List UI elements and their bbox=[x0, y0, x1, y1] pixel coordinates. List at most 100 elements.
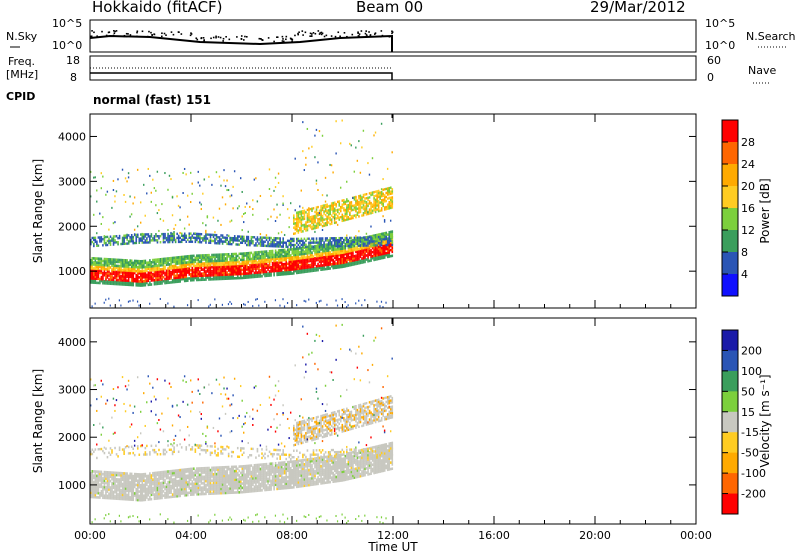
power-cell bbox=[121, 277, 124, 280]
velocity-cell bbox=[159, 483, 162, 487]
velocity-cell bbox=[135, 498, 138, 502]
power-cell bbox=[391, 232, 394, 235]
nsearch-point bbox=[360, 30, 363, 32]
power-cell bbox=[377, 193, 380, 197]
velocity-cell bbox=[179, 492, 181, 496]
velocity-cell bbox=[124, 476, 127, 480]
power-cell bbox=[341, 119, 343, 122]
power-cell bbox=[383, 219, 386, 222]
power-cell bbox=[235, 239, 238, 242]
velocity-cell bbox=[150, 484, 153, 488]
power-cell bbox=[150, 191, 152, 194]
power-cell bbox=[283, 241, 286, 244]
power-cell bbox=[341, 255, 344, 259]
velocity-cell bbox=[133, 472, 136, 476]
power-cell bbox=[197, 270, 200, 274]
velocity-cell bbox=[100, 395, 103, 398]
velocity-cell bbox=[136, 498, 139, 502]
velocity-cell bbox=[124, 472, 127, 475]
velocity-cell bbox=[94, 487, 97, 490]
power-cell bbox=[317, 213, 319, 217]
power-cell bbox=[380, 248, 383, 252]
power-cell bbox=[391, 192, 394, 195]
power-cell bbox=[341, 199, 344, 202]
power-cell bbox=[349, 211, 351, 214]
power-cell bbox=[302, 241, 304, 245]
power-cell bbox=[155, 258, 157, 262]
nsearch-point bbox=[96, 35, 98, 38]
power-cell bbox=[170, 234, 172, 238]
power-cell bbox=[289, 266, 292, 269]
power-cell bbox=[300, 248, 303, 252]
power-cell bbox=[149, 239, 151, 242]
power-cell bbox=[368, 249, 371, 253]
velocity-cell bbox=[189, 489, 192, 492]
power-cell bbox=[370, 225, 372, 228]
power-cell bbox=[227, 275, 230, 278]
nsearch-point bbox=[203, 40, 205, 42]
power-cell bbox=[258, 242, 260, 245]
power-cell bbox=[362, 213, 365, 217]
power-cell bbox=[170, 236, 172, 240]
power-cell bbox=[306, 268, 309, 271]
velocity-cell bbox=[191, 390, 193, 393]
power-cell bbox=[306, 256, 309, 259]
power-cell bbox=[162, 265, 165, 269]
velocity-cell bbox=[167, 474, 169, 478]
power-cell bbox=[323, 255, 325, 259]
power-cell bbox=[306, 254, 309, 257]
velocity-cell bbox=[109, 490, 112, 494]
power-cell bbox=[364, 238, 366, 241]
power-cell bbox=[221, 236, 224, 239]
power-cell bbox=[177, 276, 180, 279]
velocity-cell bbox=[106, 477, 109, 481]
power-cell bbox=[376, 300, 378, 303]
power-cell bbox=[379, 235, 381, 239]
power-cell bbox=[317, 205, 319, 209]
velocity-cell bbox=[146, 489, 148, 493]
power-cell bbox=[155, 270, 157, 274]
power-cell bbox=[258, 250, 260, 254]
nsearch-point bbox=[147, 35, 149, 38]
power-cell bbox=[370, 193, 372, 197]
power-cell bbox=[97, 263, 100, 267]
velocity-cell bbox=[120, 482, 122, 486]
power-cell bbox=[288, 254, 291, 257]
power-cell bbox=[161, 276, 163, 279]
velocity-cell bbox=[149, 518, 151, 521]
power-cell bbox=[279, 253, 281, 256]
power-cell bbox=[235, 264, 238, 268]
power-cell bbox=[264, 264, 266, 268]
power-cell bbox=[135, 261, 138, 265]
velocity-cell bbox=[129, 498, 131, 501]
velocity-cell bbox=[171, 471, 174, 475]
power-cell bbox=[203, 258, 206, 261]
power-cell bbox=[218, 273, 221, 277]
power-cell bbox=[233, 256, 236, 260]
power-cell bbox=[109, 258, 112, 261]
power-cell bbox=[250, 257, 253, 261]
power-cell bbox=[253, 259, 256, 263]
power-cell bbox=[114, 272, 116, 276]
power-cell bbox=[349, 217, 351, 221]
power-cell bbox=[343, 207, 345, 210]
power-cell bbox=[327, 249, 330, 252]
power-cell bbox=[377, 237, 380, 241]
power-cell bbox=[315, 248, 318, 252]
power-cell bbox=[286, 262, 289, 266]
power-cell bbox=[274, 251, 277, 255]
power-cell bbox=[188, 234, 191, 237]
velocity-cell bbox=[99, 472, 101, 476]
power-cell bbox=[356, 244, 359, 247]
power-cell bbox=[294, 228, 297, 231]
power-cell bbox=[305, 250, 307, 253]
velocity-cell bbox=[112, 490, 115, 494]
power-cell bbox=[105, 298, 107, 301]
power-cell bbox=[314, 220, 316, 224]
power-cell bbox=[158, 235, 160, 238]
power-cell bbox=[379, 243, 381, 247]
power-cell bbox=[343, 238, 345, 242]
power-cell bbox=[306, 247, 309, 251]
power-cell bbox=[189, 279, 192, 282]
nsearch-point bbox=[309, 35, 311, 37]
